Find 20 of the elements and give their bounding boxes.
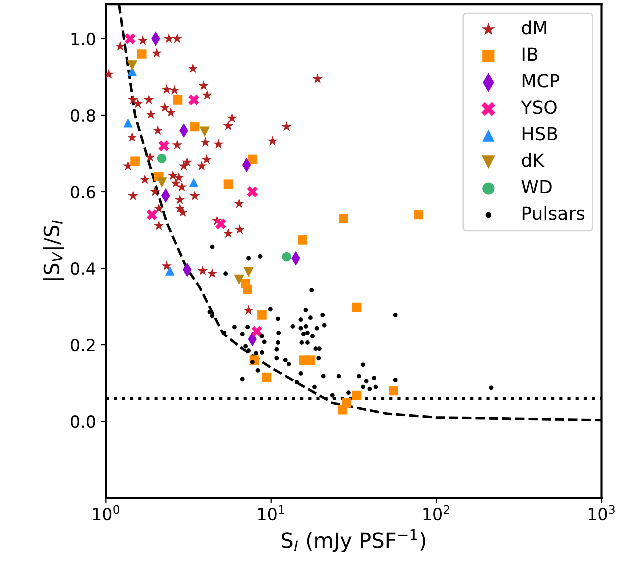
x-tick-label: 10$^{0}$ (93, 505, 120, 521)
legend-label: dM (522, 20, 546, 35)
legend-label: WD (522, 180, 552, 194)
x-tick-label: 10$^{1}$ (258, 505, 284, 521)
legend-label: Pulsars (522, 206, 585, 220)
y-tick-label: 0.4 (71, 262, 96, 276)
y-tick-label: 0.8 (71, 109, 96, 122)
legend-label: dK (522, 153, 545, 168)
legend-label: HSB (522, 127, 558, 141)
y-tick-label: 1.0 (72, 32, 96, 46)
x-tick-label: 10$^{3}$ (588, 505, 615, 521)
legend-label: MCP (522, 74, 560, 88)
y-tick-label: 0.6 (71, 186, 96, 199)
y-tick-label: 0.0 (71, 416, 96, 428)
x-axis-title: S$_{I}$ (mJy PSF$^{−1}$) (282, 529, 426, 552)
legend-label: IB (522, 48, 538, 61)
y-tick-label: 0.2 (71, 339, 95, 352)
x-tick-label: 10$^{2}$ (424, 505, 450, 521)
y-axis-title: |S$_{V}$|/S$_{I}$ (43, 220, 64, 280)
legend-label: YSO (521, 100, 557, 114)
